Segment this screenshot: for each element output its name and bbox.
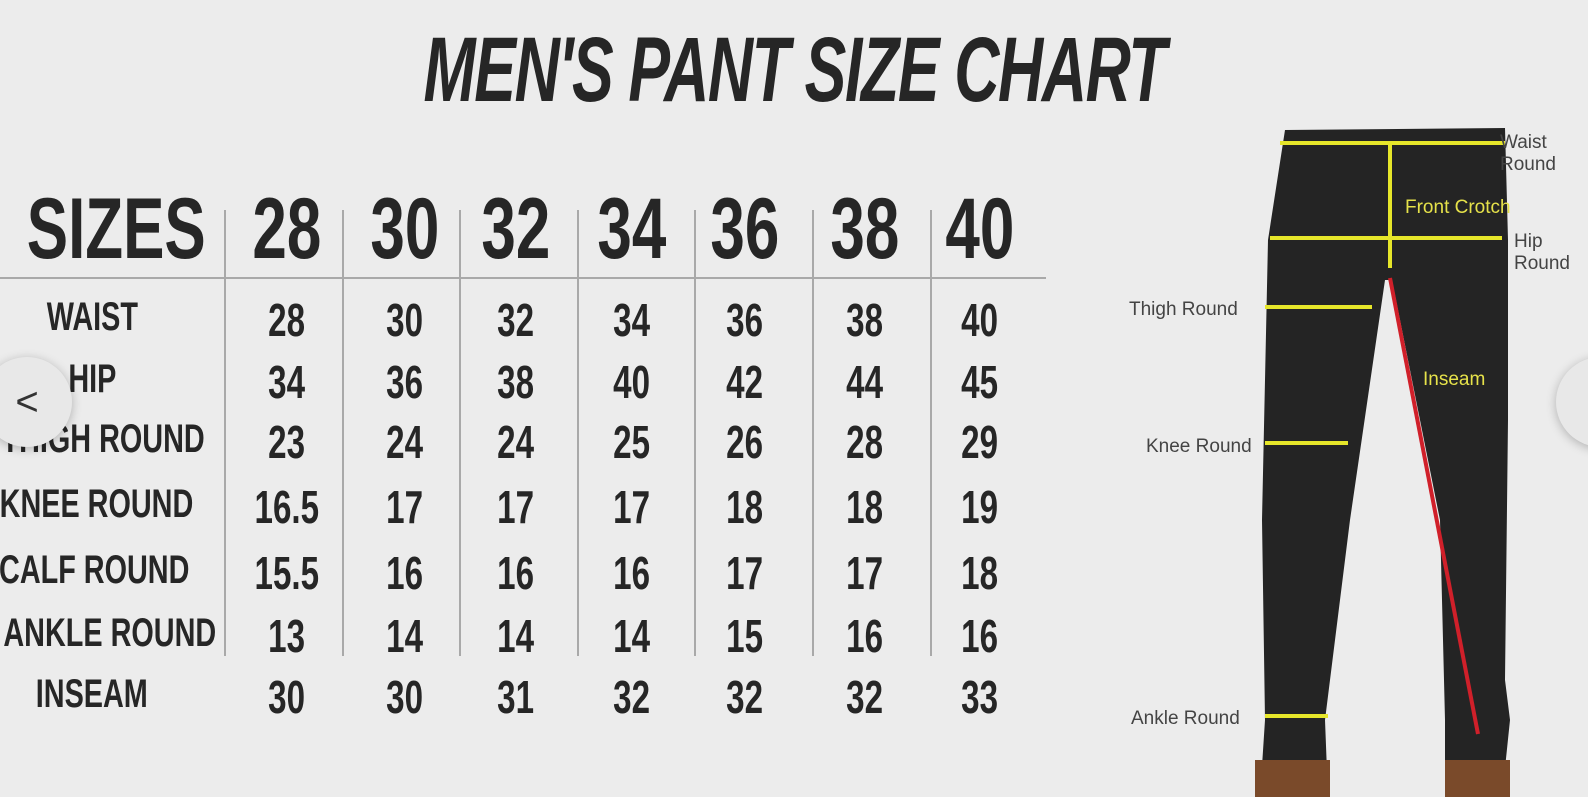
table-cell: 16.5 [254, 481, 320, 533]
hip-round-label: Hip Round [1514, 231, 1570, 274]
table-cell: 18 [726, 481, 764, 533]
column-divider [930, 210, 932, 656]
table-cell: 16 [961, 610, 999, 662]
size-header: 30 [370, 181, 440, 277]
table-cell: 23 [268, 416, 306, 468]
row-label: HIP [67, 357, 117, 401]
front-crotch-label: Front Crotch [1405, 197, 1511, 218]
thigh-round-label: Thigh Round [1129, 299, 1238, 320]
size-header: 40 [945, 181, 1015, 277]
table-cell: 19 [961, 481, 999, 533]
table-cell: 14 [497, 610, 535, 662]
row-label: CALF ROUND [0, 548, 190, 592]
table-cell: 44 [846, 356, 884, 408]
table-cell: 17 [386, 481, 424, 533]
chevron-left-icon: < [15, 379, 39, 424]
table-cell: 16 [613, 547, 651, 599]
ankle-round-label: Ankle Round [1131, 708, 1240, 729]
table-cell: 17 [726, 547, 764, 599]
table-cell: 32 [497, 294, 535, 346]
table-cell: 16 [386, 547, 424, 599]
table-cell: 17 [846, 547, 884, 599]
table-cell: 40 [961, 294, 999, 346]
table-cell: 45 [961, 356, 999, 408]
table-cell: 29 [961, 416, 999, 468]
table-cell: 33 [961, 671, 999, 723]
header-divider [0, 277, 1046, 279]
column-divider [224, 210, 226, 656]
table-cell: 18 [961, 547, 999, 599]
column-divider [342, 210, 344, 656]
row-label: ANKLE ROUND [3, 611, 217, 655]
table-cell: 24 [497, 416, 535, 468]
table-cell: 28 [268, 294, 306, 346]
table-cell: 42 [726, 356, 764, 408]
sizes-header: SIZES [26, 181, 206, 277]
table-cell: 31 [497, 671, 535, 723]
table-cell: 36 [726, 294, 764, 346]
table-cell: 32 [846, 671, 884, 723]
table-cell: 18 [846, 481, 884, 533]
page-title: MEN'S PANT SIZE CHART [423, 19, 1166, 121]
table-cell: 32 [613, 671, 651, 723]
table-cell: 30 [386, 671, 424, 723]
column-divider [577, 210, 579, 656]
inseam-label: Inseam [1423, 369, 1486, 390]
column-divider [694, 210, 696, 656]
table-cell: 30 [268, 671, 306, 723]
table-cell: 14 [613, 610, 651, 662]
table-cell: 26 [726, 416, 764, 468]
table-cell: 17 [613, 481, 651, 533]
pants-image [1260, 128, 1510, 797]
table-cell: 28 [846, 416, 884, 468]
table-cell: 34 [613, 294, 651, 346]
column-divider [812, 210, 814, 656]
row-label: WAIST [46, 295, 138, 339]
table-cell: 16 [846, 610, 884, 662]
table-cell: 32 [726, 671, 764, 723]
table-cell: 40 [613, 356, 651, 408]
column-divider [459, 210, 461, 656]
table-cell: 15 [726, 610, 764, 662]
knee-round-label: Knee Round [1146, 436, 1252, 457]
table-cell: 24 [386, 416, 424, 468]
size-header: 32 [481, 181, 551, 277]
size-header: 28 [252, 181, 322, 277]
row-label: INSEAM [35, 672, 149, 716]
carousel-prev-button[interactable]: < [0, 357, 72, 447]
table-cell: 14 [386, 610, 424, 662]
carousel-next-button[interactable]: > [1556, 357, 1588, 447]
size-header: 34 [597, 181, 667, 277]
table-cell: 38 [497, 356, 535, 408]
size-header: 36 [710, 181, 780, 277]
table-cell: 38 [846, 294, 884, 346]
waist-round-label: Waist Round [1500, 132, 1556, 175]
table-cell: 17 [497, 481, 535, 533]
table-cell: 16 [497, 547, 535, 599]
pants-diagram [1255, 128, 1510, 797]
table-cell: 25 [613, 416, 651, 468]
table-cell: 30 [386, 294, 424, 346]
size-header: 38 [830, 181, 900, 277]
table-cell: 13 [268, 610, 306, 662]
row-label: KNEE ROUND [0, 482, 194, 526]
table-cell: 15.5 [254, 547, 320, 599]
table-cell: 36 [386, 356, 424, 408]
table-cell: 34 [268, 356, 306, 408]
